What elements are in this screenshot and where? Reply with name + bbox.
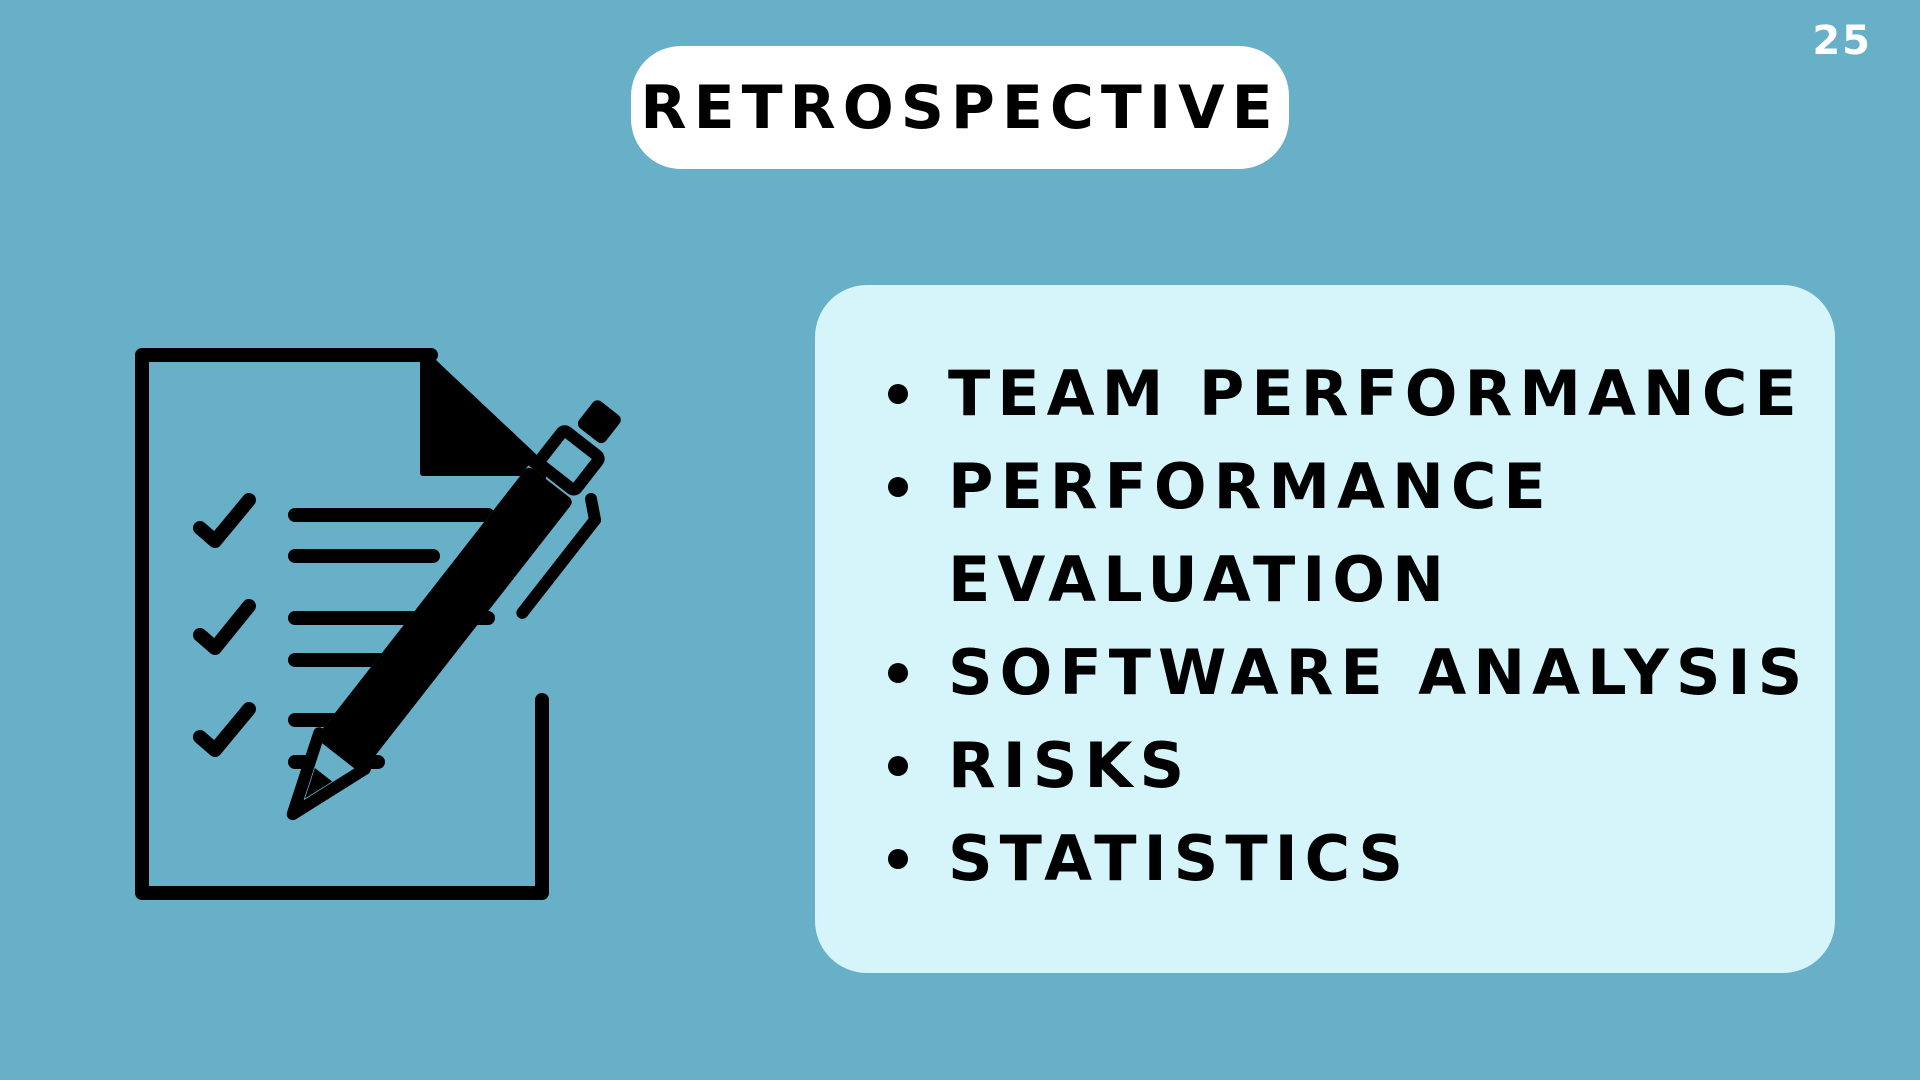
title-pill: RETROSPECTIVE: [631, 46, 1289, 169]
agenda-card: TEAM PERFORMANCE PERFORMANCE EVALUATION …: [815, 285, 1835, 973]
list-item-label: TEAM PERFORMANCE: [948, 357, 1804, 430]
list-item: SOFTWARE ANALYSIS: [885, 626, 1809, 719]
list-item-label: RISKS: [948, 729, 1192, 802]
pen-icon: [286, 400, 621, 821]
list-item-label: PERFORMANCE: [948, 450, 1553, 523]
bullet-icon: [888, 756, 908, 776]
bullet-icon: [888, 477, 908, 497]
agenda-list: TEAM PERFORMANCE PERFORMANCE EVALUATION …: [885, 347, 1809, 905]
list-item-label: STATISTICS: [948, 822, 1410, 895]
bullet-icon: [888, 384, 908, 404]
bullet-icon: [888, 849, 908, 869]
checklist-document-with-pen-icon: [135, 348, 621, 900]
bullet-icon: [888, 663, 908, 683]
page-number: 25: [1812, 18, 1872, 64]
list-item: PERFORMANCE EVALUATION: [885, 440, 1809, 626]
list-item: TEAM PERFORMANCE: [885, 347, 1809, 440]
page-title: RETROSPECTIVE: [640, 72, 1280, 143]
list-item-label: SOFTWARE ANALYSIS: [948, 636, 1810, 709]
checkmark-icon: [193, 702, 256, 757]
list-item-label-continued: EVALUATION: [948, 543, 1451, 616]
list-item: RISKS: [885, 719, 1809, 812]
list-item: STATISTICS: [885, 812, 1809, 905]
checkmark-icon: [193, 599, 256, 655]
checkmark-icon: [193, 493, 256, 548]
